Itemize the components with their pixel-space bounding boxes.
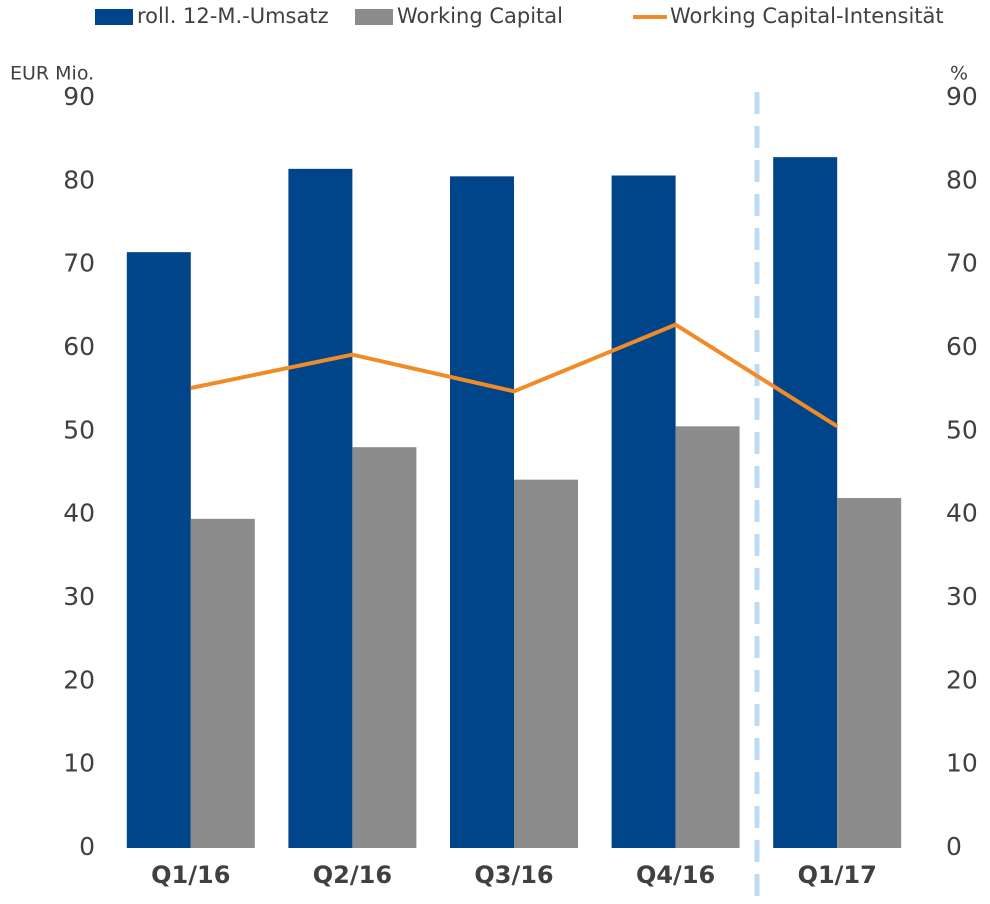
x-tick-label: Q1/17 [798, 861, 877, 889]
x-tick-label: Q2/16 [313, 861, 392, 889]
y2-axis-title: % [950, 63, 968, 85]
y2-tick-label: 80 [946, 165, 978, 194]
y-tick-label: 30 [63, 582, 95, 611]
y-tick-label: 0 [79, 832, 95, 861]
bar [514, 479, 578, 848]
bar [773, 157, 838, 848]
legend-swatch [355, 9, 393, 25]
bar [450, 176, 514, 849]
y2-tick-label: 20 [946, 665, 978, 694]
legend-label: Working Capital [397, 4, 563, 28]
y2-tick-label: 60 [946, 332, 978, 361]
y-tick-label: 90 [63, 82, 95, 111]
y2-tick-label: 50 [946, 415, 978, 444]
y2-tick-label: 10 [946, 749, 978, 778]
x-tick-label: Q1/16 [151, 861, 230, 889]
bar [288, 168, 353, 849]
bar [675, 426, 740, 848]
y-tick-label: 50 [63, 415, 95, 444]
y2-tick-label: 40 [946, 499, 978, 528]
y-tick-label: 40 [63, 499, 95, 528]
y-tick-label: 60 [63, 332, 95, 361]
legend-label: roll. 12-M.-Umsatz [137, 4, 329, 28]
bar [126, 252, 191, 848]
y-tick-label: 70 [63, 249, 95, 278]
y2-tick-label: 70 [946, 249, 978, 278]
x-tick-label: Q4/16 [636, 861, 715, 889]
y-tick-label: 10 [63, 749, 95, 778]
bar [352, 447, 417, 848]
legend-swatch [95, 9, 133, 25]
line [190, 322, 839, 429]
y-tick-label: 80 [63, 165, 95, 194]
bar [190, 518, 255, 848]
y-axis-title: EUR Mio. [10, 63, 94, 85]
legend-label: Working Capital-Intensität [670, 4, 944, 28]
bar [611, 175, 676, 848]
y-tick-label: 20 [63, 665, 95, 694]
y2-tick-label: 90 [946, 82, 978, 111]
y2-tick-label: 0 [946, 832, 962, 861]
y2-tick-label: 30 [946, 582, 978, 611]
bar [837, 498, 902, 848]
x-tick-label: Q3/16 [474, 861, 553, 889]
